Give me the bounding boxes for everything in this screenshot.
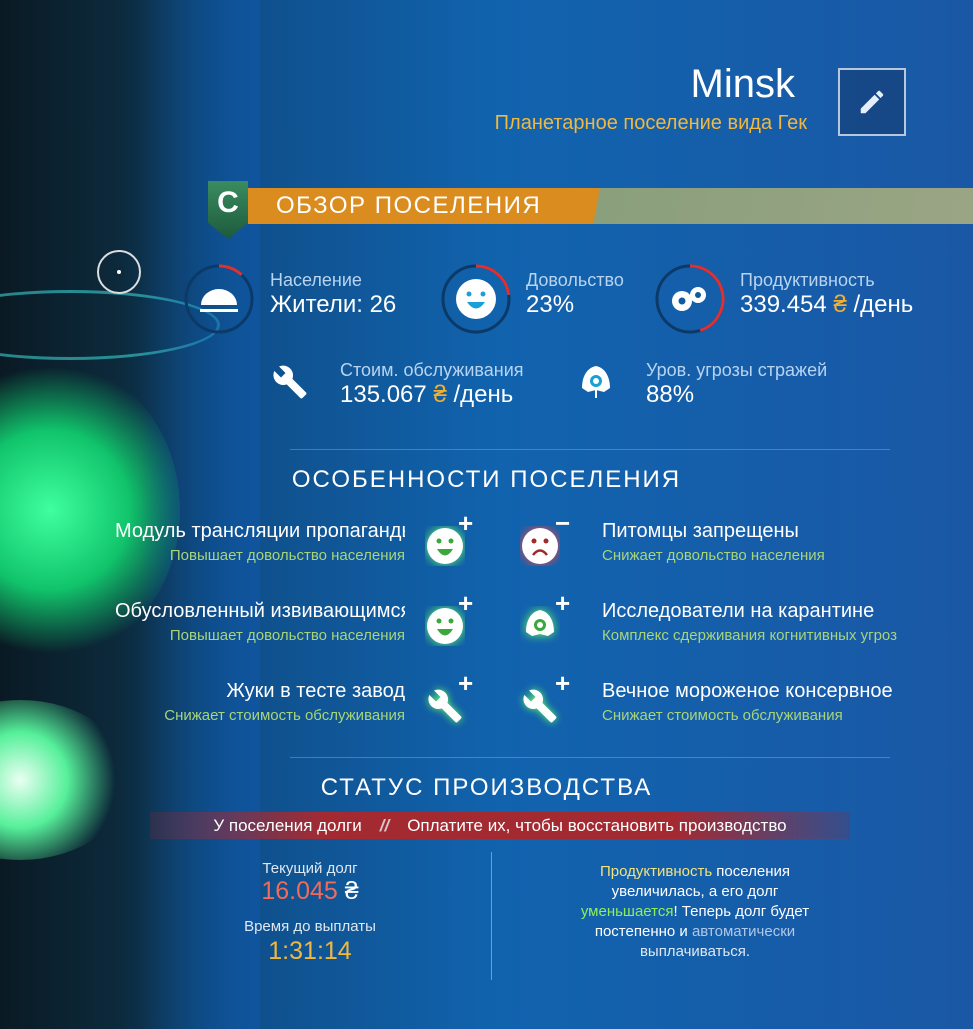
plus-icon: + — [555, 668, 571, 698]
happiness-value: 23% — [526, 291, 575, 318]
time-value: 1:31:14 — [268, 937, 352, 965]
happiness-stat-ring — [440, 263, 512, 340]
wrench-icon — [520, 686, 560, 726]
productivity-stat-ring — [654, 263, 726, 340]
plus-icon: + — [555, 588, 571, 618]
sentinel-threat-label: Уров. угрозы стражей — [646, 360, 828, 380]
sad-face-icon — [520, 526, 560, 566]
feature-subtitle: Повышает довольство населения — [169, 547, 405, 564]
feature-title: Питомцы запрещены — [602, 520, 799, 542]
debt-warning-banner: У поселения долги // Оплатите их, чтобы … — [150, 812, 850, 839]
feature-subtitle: Снижает стоимость обслуживания — [602, 707, 843, 724]
plus-icon: + — [458, 588, 474, 618]
feature-left-0[interactable]: Модуль трансляции пропаганды Повышает дов… — [115, 520, 405, 564]
smiley-icon — [456, 279, 496, 319]
productivity-label: Продуктивность — [740, 270, 875, 290]
plus-icon: + — [458, 668, 474, 698]
units-icon: ₴ — [433, 381, 447, 408]
crosshair-cursor — [97, 250, 141, 294]
banner-separator: // — [379, 815, 390, 835]
population-label: Население — [270, 270, 362, 290]
gears-icon — [672, 287, 706, 311]
units-icon: ₴ — [833, 291, 847, 318]
feature-title: Модуль трансляции пропаганды — [115, 520, 405, 542]
happiness-label: Довольство — [526, 270, 624, 290]
feature-title: Жуки в тесте завод — [226, 680, 405, 702]
maintenance-label: Стоим. обслуживания — [340, 360, 524, 380]
population-stat-ring — [183, 263, 255, 340]
population-dome-icon — [200, 289, 238, 312]
happy-face-icon — [425, 606, 465, 646]
feature-title: Обусловленный извивающимся — [115, 600, 405, 622]
feature-subtitle: Повышает довольство населения — [169, 627, 405, 644]
sentinel-icon — [576, 362, 616, 407]
feature-title: Исследователи на карантине — [602, 600, 875, 622]
feature-left-2[interactable]: Жуки в тесте завод Снижает стоимость обсл… — [115, 680, 405, 724]
sentinel-threat-value: 88% — [646, 381, 695, 408]
vertical-divider — [491, 852, 492, 980]
sentinel-icon — [520, 606, 560, 646]
units-icon: ₴ — [344, 877, 359, 905]
minus-icon: − — [555, 508, 571, 538]
feature-right-0[interactable]: Питомцы запрещены Снижает довольство насе… — [602, 520, 910, 564]
feature-right-1[interactable]: Исследователи на карантине Комплекс сдерж… — [602, 600, 910, 644]
wrench-icon — [425, 686, 465, 726]
feature-subtitle: Снижает стоимость обслуживания — [164, 707, 405, 724]
settlement-subtitle: Планетарное поселение вида Гек — [494, 112, 807, 134]
production-title: СТАТУС ПРОИЗВОДСТВА — [320, 774, 653, 801]
overview-header-band — [248, 188, 973, 224]
overview-title: ОБЗОР ПОСЕЛЕНИЯ — [276, 192, 542, 219]
productivity-message: Продуктивность поселения увеличилась, а … — [580, 863, 810, 960]
background-scene — [0, 0, 260, 1029]
maintenance-value: 135.067 ₴ /день — [340, 381, 514, 408]
banner-right-text: Оплатите их, чтобы восстановить производ… — [407, 815, 787, 835]
edit-name-button[interactable] — [838, 68, 906, 136]
time-label: Время до выплаты — [244, 918, 376, 935]
feature-left-1[interactable]: Обусловленный извивающимся Повышает довол… — [115, 600, 405, 644]
plus-icon: + — [458, 508, 474, 538]
happy-face-icon — [425, 526, 465, 566]
feature-subtitle: Комплекс сдерживания когнитивных угроз — [602, 627, 897, 644]
divider — [290, 757, 890, 758]
settlement-name: Minsk — [690, 62, 795, 106]
banner-left-text: У поселения долги — [213, 815, 362, 835]
productivity-ring-fill — [689, 264, 725, 332]
features-title: ОСОБЕННОСТИ ПОСЕЛЕНИЯ — [291, 466, 682, 493]
productivity-value: 339.454 ₴ /день — [740, 291, 914, 318]
feature-title: Вечное мороженое консервное — [602, 680, 893, 702]
divider — [290, 449, 890, 450]
feature-subtitle: Снижает довольство населения — [602, 547, 825, 564]
population-value: Жители: 26 — [270, 291, 397, 318]
feature-right-2[interactable]: Вечное мороженое консервное Снижает стоим… — [602, 680, 910, 724]
debt-label: Текущий долг — [262, 860, 358, 877]
population-ring-fill — [218, 264, 243, 277]
pencil-icon — [860, 90, 884, 114]
debt-value: 16.045 ₴ — [261, 877, 359, 905]
happiness-ring-fill — [475, 264, 511, 296]
wrench-icon — [272, 364, 308, 405]
